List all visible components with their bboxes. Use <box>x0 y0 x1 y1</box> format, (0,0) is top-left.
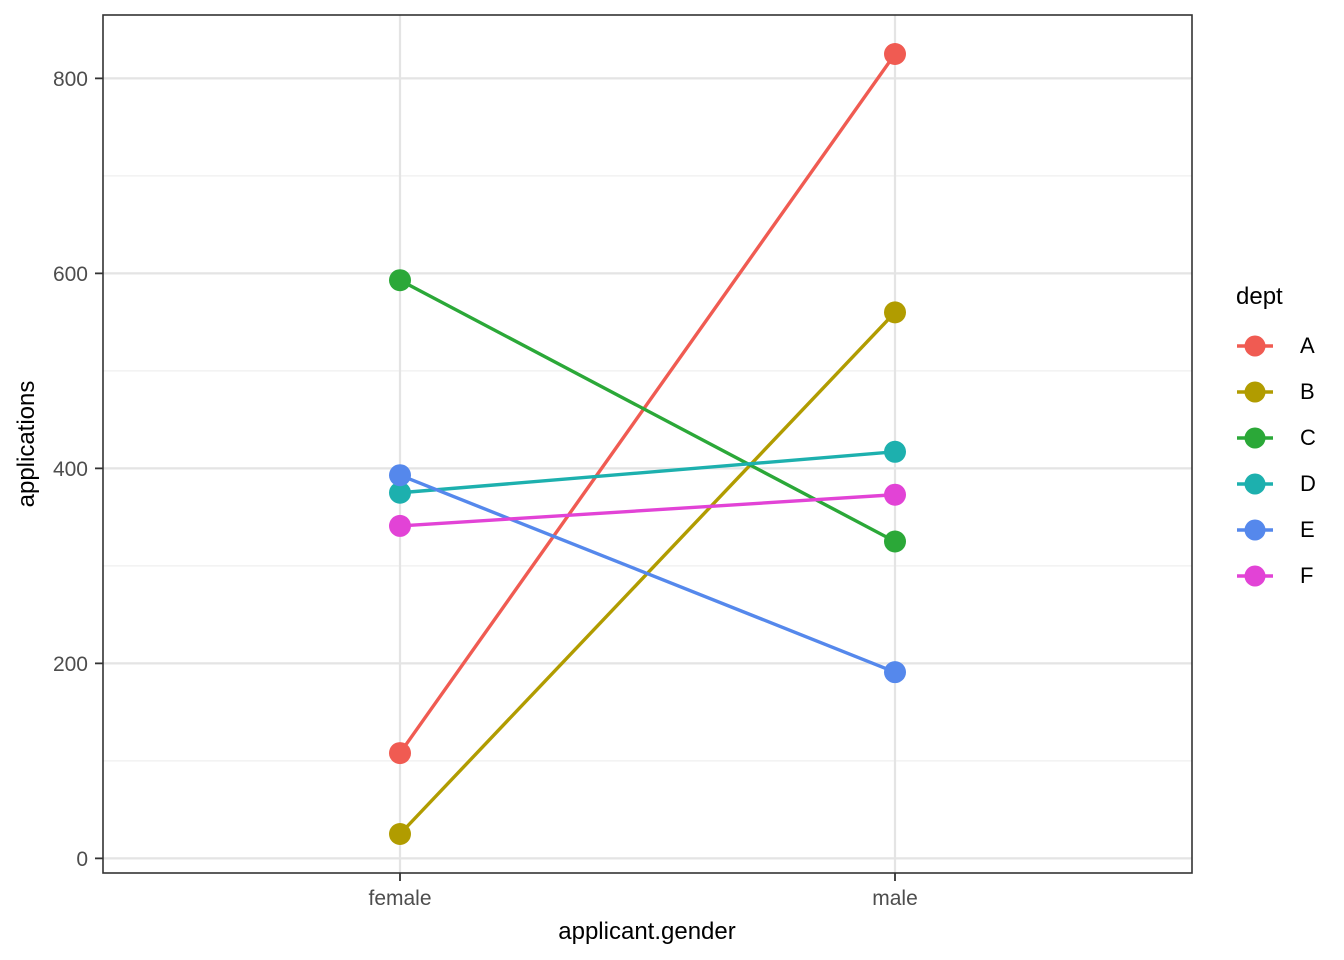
panel-border <box>102 14 1193 874</box>
panel-background <box>103 15 1192 873</box>
legend-key-point <box>1244 335 1266 357</box>
series-line-E <box>399 473 896 674</box>
legend-item-F: F <box>1236 553 1316 599</box>
data-point-A-female <box>389 742 411 765</box>
data-point-E-female <box>389 464 411 487</box>
legend-item-B: B <box>1236 369 1316 415</box>
legend-item-A: A <box>1236 323 1316 369</box>
legend-key-A <box>1237 335 1273 357</box>
data-point-C-male <box>884 530 906 553</box>
legend-key-F <box>1237 565 1273 587</box>
x-tick-label: female <box>368 887 431 910</box>
data-point-F-male <box>884 483 906 506</box>
data-point-C-female <box>389 269 411 292</box>
y-tick-label: 0 <box>76 848 88 871</box>
y-tick-label: 800 <box>53 68 88 91</box>
x-axis-title: applicant.gender <box>558 918 736 945</box>
data-point-F-female <box>389 514 411 537</box>
legend-key-point <box>1244 565 1266 587</box>
legend-key-point <box>1244 473 1266 495</box>
data-point-D-female <box>389 481 411 504</box>
series-line-F <box>399 493 896 528</box>
y-axis-title: applications <box>13 380 40 508</box>
legend-label-D: D <box>1300 471 1316 496</box>
data-point-A-male <box>884 43 906 65</box>
legend-label-E: E <box>1300 517 1315 542</box>
y-tick-label: 200 <box>53 653 88 676</box>
legend-key-B <box>1237 381 1273 403</box>
legend-label-F: F <box>1300 563 1314 588</box>
legend-key-C <box>1237 427 1273 449</box>
legend-title: dept <box>1236 283 1283 310</box>
y-tick-label: 400 <box>53 458 88 481</box>
data-point-B-male <box>884 301 906 324</box>
series-line-D <box>399 450 896 495</box>
legend-key-D <box>1237 473 1273 495</box>
series-line-A <box>398 53 897 755</box>
legend-label-A: A <box>1300 333 1315 358</box>
legend-item-D: D <box>1236 461 1316 507</box>
data-point-B-female <box>389 823 411 845</box>
y-tick-label: 600 <box>53 263 88 286</box>
legend-item-C: C <box>1236 415 1316 461</box>
legend-key-point <box>1244 381 1266 403</box>
legend-key-E <box>1237 519 1273 541</box>
legend-label-B: B <box>1300 379 1315 404</box>
data-point-E-male <box>884 661 906 684</box>
legend-key-point <box>1244 519 1266 541</box>
data-point-D-male <box>884 440 906 463</box>
legend-label-C: C <box>1300 425 1316 450</box>
series-line-C <box>399 278 896 544</box>
legend-item-E: E <box>1236 507 1316 553</box>
x-tick-label: male <box>872 887 918 910</box>
legend-key-point <box>1244 427 1266 449</box>
